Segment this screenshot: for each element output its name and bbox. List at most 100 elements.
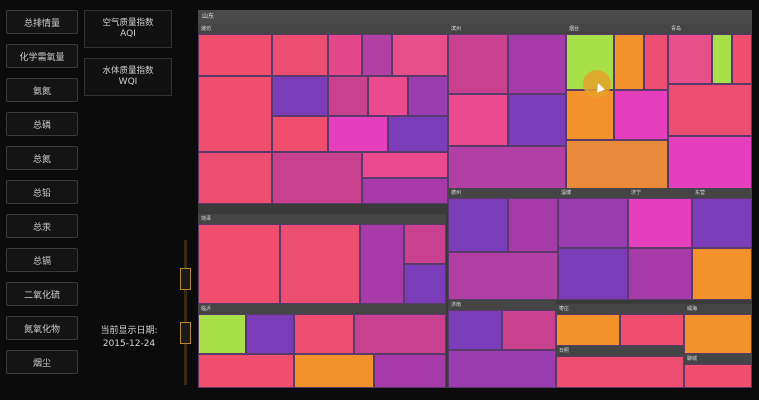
region-binzhou[interactable]: 滨州 xyxy=(448,24,566,199)
region-heze[interactable]: 菏泽 xyxy=(198,214,446,304)
treemap-tile[interactable] xyxy=(448,350,556,388)
treemap-tile[interactable] xyxy=(362,34,392,76)
treemap-tile[interactable] xyxy=(508,94,566,146)
region-dongying[interactable]: 东营 xyxy=(692,188,752,300)
treemap-tile[interactable] xyxy=(272,34,328,76)
treemap-tile[interactable] xyxy=(684,314,752,354)
treemap-tile[interactable] xyxy=(246,314,294,354)
nav-button-total[interactable]: 总排情量 xyxy=(6,10,78,34)
treemap-tile[interactable] xyxy=(668,136,752,189)
treemap-tile[interactable] xyxy=(404,264,446,304)
treemap-tile[interactable] xyxy=(566,90,614,140)
treemap-tile[interactable] xyxy=(294,314,354,354)
treemap-tile[interactable] xyxy=(448,34,508,94)
treemap-tile[interactable] xyxy=(198,76,272,152)
treemap-tile[interactable] xyxy=(712,34,732,84)
treemap-tile[interactable] xyxy=(502,310,556,350)
nav-button-so2[interactable]: 二氧化硫 xyxy=(6,282,78,306)
treemap-tile[interactable] xyxy=(508,34,566,94)
region-dezhou[interactable]: 德州 xyxy=(448,188,558,300)
treemap-tile[interactable] xyxy=(628,248,692,300)
treemap-tile[interactable] xyxy=(388,116,448,152)
treemap-tile[interactable] xyxy=(558,248,628,300)
treemap-tile[interactable] xyxy=(198,314,246,354)
treemap-tile[interactable] xyxy=(294,354,374,388)
nav-button-nox[interactable]: 氮氧化物 xyxy=(6,316,78,340)
treemap-tile[interactable] xyxy=(556,314,620,346)
treemap-tile[interactable] xyxy=(272,116,328,152)
wqi-button[interactable]: 水体质量指数 WQI xyxy=(84,58,172,96)
treemap-tile[interactable] xyxy=(408,76,448,116)
treemap-tile[interactable] xyxy=(198,354,294,388)
treemap-tile[interactable] xyxy=(198,224,280,304)
treemap-tile[interactable] xyxy=(328,34,362,76)
region-linyi[interactable]: 临沂 xyxy=(198,304,446,388)
region-zibo[interactable]: 淄博 xyxy=(558,188,628,300)
pollutant-nav: 总排情量 化学需氧量 氨氮 总磷 总氮 总铅 总汞 总镉 二氧化硫 氮氧化物 烟… xyxy=(6,10,78,385)
nav-button-cod[interactable]: 化学需氧量 xyxy=(6,44,78,68)
treemap-tile[interactable] xyxy=(692,198,752,248)
timeline-handle[interactable] xyxy=(180,322,191,344)
treemap-tile[interactable] xyxy=(668,34,712,84)
treemap-tile[interactable] xyxy=(280,224,360,304)
treemap-tile[interactable] xyxy=(198,34,272,76)
treemap-tile[interactable] xyxy=(684,364,752,388)
treemap-tile[interactable] xyxy=(614,90,668,140)
treemap-tile[interactable] xyxy=(368,76,408,116)
nav-button-lead[interactable]: 总铅 xyxy=(6,180,78,204)
treemap-tile[interactable] xyxy=(620,314,684,346)
treemap-tile[interactable] xyxy=(198,152,272,204)
region-label: 聊城 xyxy=(684,354,752,364)
treemap-tile[interactable] xyxy=(272,76,328,116)
treemap-tile[interactable] xyxy=(328,76,368,116)
region-qingdao[interactable]: 青岛 xyxy=(668,24,752,189)
region-label: 青岛 xyxy=(668,24,752,34)
treemap-tile[interactable] xyxy=(668,84,752,136)
treemap-tile[interactable] xyxy=(448,310,502,350)
treemap-tile[interactable] xyxy=(354,314,446,354)
treemap-tile[interactable] xyxy=(448,252,558,300)
treemap-tile[interactable] xyxy=(404,224,446,264)
treemap-tile[interactable] xyxy=(362,152,448,178)
region-weifang[interactable]: 潍坊 xyxy=(198,24,448,204)
region-liaocheng[interactable]: 聊城 xyxy=(684,354,752,388)
nav-button-dust[interactable]: 烟尘 xyxy=(6,350,78,374)
treemap-tile[interactable] xyxy=(614,34,644,90)
nav-button-phosphorus[interactable]: 总磷 xyxy=(6,112,78,136)
treemap-root-header[interactable]: 山东 xyxy=(198,10,752,24)
region-weihai[interactable]: 威海 xyxy=(684,304,752,354)
treemap-tile[interactable] xyxy=(392,34,448,76)
treemap-tile[interactable] xyxy=(556,356,684,388)
region-zaozhuang[interactable]: 枣庄 xyxy=(556,304,684,346)
date-value: 2015-12-24 xyxy=(102,339,156,349)
index-label: 空气质量指数 xyxy=(102,18,154,29)
treemap-tile[interactable] xyxy=(558,198,628,248)
region-jinan[interactable]: 济南 xyxy=(448,300,556,388)
treemap-tile[interactable] xyxy=(692,248,752,300)
treemap-tile[interactable] xyxy=(374,354,446,388)
treemap-tile[interactable] xyxy=(448,198,508,252)
treemap-tile[interactable] xyxy=(272,152,362,204)
aqi-button[interactable]: 空气质量指数 AQI xyxy=(84,10,172,48)
treemap-tile[interactable] xyxy=(732,34,752,84)
treemap-tile[interactable] xyxy=(360,224,404,304)
region-rizhao[interactable]: 日照 xyxy=(556,346,684,388)
treemap-tile[interactable] xyxy=(566,140,668,189)
index-code: WQI xyxy=(118,76,138,87)
region-yantai[interactable]: 烟台 xyxy=(566,24,668,189)
treemap-tile[interactable] xyxy=(448,94,508,146)
nav-button-nitrogen[interactable]: 总氮 xyxy=(6,146,78,170)
treemap-tile[interactable] xyxy=(508,198,558,252)
region-label: 威海 xyxy=(684,304,752,314)
region-jining[interactable]: 济宁 xyxy=(628,188,692,300)
nav-button-cadmium[interactable]: 总镉 xyxy=(6,248,78,272)
timeline-handle[interactable] xyxy=(180,268,191,290)
treemap-tile[interactable] xyxy=(628,198,692,248)
treemap-tile[interactable] xyxy=(362,178,448,204)
current-date-display: 当前显示日期: 2015-12-24 xyxy=(84,318,174,358)
nav-button-mercury[interactable]: 总汞 xyxy=(6,214,78,238)
treemap-tile[interactable] xyxy=(328,116,388,152)
nav-button-ammonia[interactable]: 氨氮 xyxy=(6,78,78,102)
date-timeline-slider[interactable] xyxy=(176,240,196,385)
treemap-tile[interactable] xyxy=(644,34,668,90)
